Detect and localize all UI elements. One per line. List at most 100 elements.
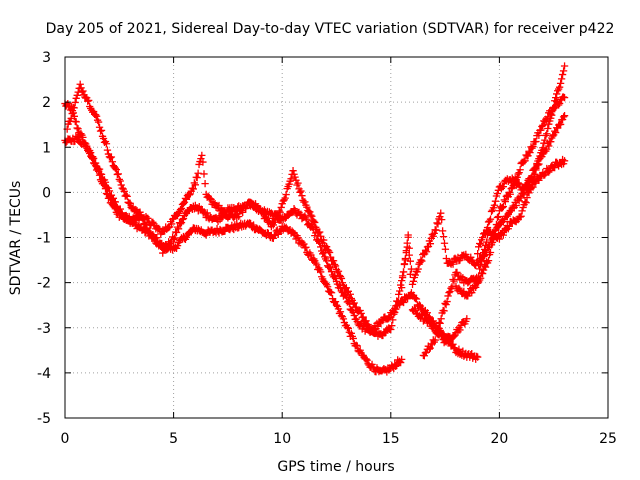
data-point: [114, 170, 122, 178]
data-point: [88, 153, 97, 161]
data-point: [437, 315, 445, 323]
data-point: [294, 179, 302, 187]
data-point: [514, 179, 522, 187]
data-point: [422, 348, 430, 356]
data-point: [336, 308, 345, 316]
y-tick-label: 3: [42, 50, 51, 66]
data-point: [552, 102, 560, 110]
data-point: [455, 345, 463, 353]
data-point: [487, 207, 496, 216]
data-point: [203, 209, 211, 217]
data-point: [73, 124, 81, 132]
data-point: [195, 160, 203, 169]
grid: [65, 57, 608, 418]
data-point: [437, 209, 445, 217]
data-point: [417, 256, 425, 264]
x-tick-label: 15: [382, 431, 400, 447]
data-point: [334, 267, 343, 275]
x-tick-label: 10: [273, 431, 291, 447]
data-point: [247, 199, 256, 207]
y-tick-label: 1: [42, 140, 51, 156]
data-point: [498, 203, 507, 212]
data-point: [178, 215, 187, 224]
data-point: [308, 212, 316, 220]
y-tick-label: 2: [42, 95, 51, 111]
data-point: [449, 260, 457, 268]
data-point: [535, 131, 543, 140]
data-point: [94, 167, 103, 175]
data-point: [303, 203, 311, 211]
data-point: [74, 125, 82, 133]
data-point: [556, 120, 565, 129]
data-point: [482, 238, 491, 246]
data-point: [270, 218, 278, 226]
data-point: [414, 265, 422, 273]
data-point: [71, 98, 79, 107]
data-point: [518, 207, 526, 215]
data-point: [532, 137, 540, 146]
data-point: [262, 214, 271, 222]
data-point: [468, 289, 476, 297]
data-point: [182, 195, 191, 203]
data-point: [540, 139, 548, 147]
data-point: [444, 292, 452, 300]
data-point: [317, 232, 325, 240]
data-point: [199, 158, 207, 166]
data-point: [535, 176, 543, 185]
data-point: [484, 257, 493, 265]
data-point: [495, 235, 504, 243]
data-point: [122, 191, 130, 199]
data-point: [331, 274, 340, 283]
data-point: [146, 228, 154, 236]
data-point: [533, 161, 541, 169]
data-point: [442, 338, 450, 346]
data-point: [519, 203, 527, 212]
data-point: [526, 148, 534, 157]
data-point: [438, 215, 446, 224]
data-point: [215, 201, 223, 210]
data-point: [545, 142, 553, 150]
data-point: [398, 283, 406, 292]
data-point: [92, 112, 101, 120]
data-point: [486, 248, 495, 257]
data-point: [552, 94, 560, 102]
data-point: [430, 321, 438, 329]
data-point: [363, 356, 371, 364]
data-point: [84, 97, 92, 105]
data-point: [270, 231, 278, 240]
data-point: [476, 260, 485, 269]
data-point: [332, 277, 341, 286]
data-point: [491, 197, 500, 205]
data-point: [539, 144, 547, 152]
data-point: [322, 243, 331, 251]
data-point: [478, 252, 487, 261]
data-point: [449, 340, 457, 348]
data-point: [494, 212, 503, 221]
data-point: [435, 318, 443, 327]
data-point: [538, 122, 546, 131]
data-point: [441, 245, 450, 253]
data-point: [535, 155, 543, 163]
data-point: [117, 181, 125, 189]
data-point: [499, 231, 507, 239]
data-point: [193, 173, 201, 182]
data-point: [402, 248, 410, 257]
data-point: [450, 277, 458, 285]
data-point: [446, 287, 454, 296]
data-point: [177, 204, 186, 213]
data-point: [191, 181, 199, 189]
data-point: [481, 263, 490, 271]
data-point: [239, 208, 247, 217]
data-point: [493, 189, 502, 198]
data-point: [422, 248, 431, 256]
data-point: [477, 257, 486, 265]
data-point: [88, 153, 96, 162]
data-point: [96, 127, 105, 135]
data-point: [385, 314, 393, 322]
data-point: [560, 112, 569, 120]
data-point: [481, 241, 490, 250]
data-point: [513, 173, 521, 181]
data-point: [491, 226, 500, 235]
data-point: [235, 212, 243, 221]
data-point: [307, 251, 315, 259]
